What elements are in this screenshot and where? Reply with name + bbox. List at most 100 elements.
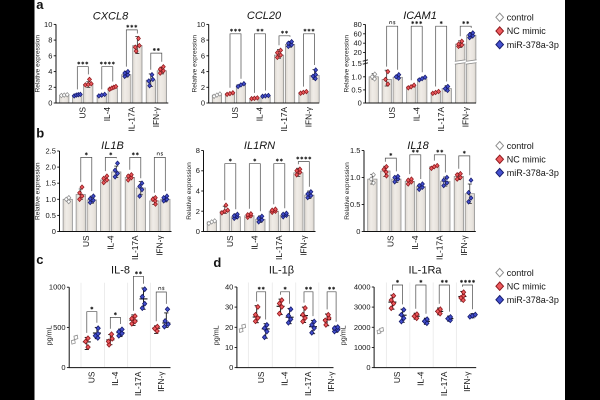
svg-text:Relative expression: Relative expression <box>34 162 41 220</box>
svg-text:IL-4: IL-4 <box>280 371 290 386</box>
svg-text:4: 4 <box>48 67 52 76</box>
svg-text:control: control <box>507 268 534 278</box>
svg-text:Relative expression: Relative expression <box>35 35 42 93</box>
svg-text:b: b <box>36 126 44 141</box>
svg-text:IL-1Ra: IL-1Ra <box>408 265 442 277</box>
svg-text:0: 0 <box>61 363 65 372</box>
svg-text:0: 0 <box>52 227 56 236</box>
svg-text:IL-4: IL-4 <box>102 107 112 122</box>
svg-text:IL-17A: IL-17A <box>303 371 313 396</box>
svg-text:6: 6 <box>196 166 200 175</box>
svg-text:8: 8 <box>201 36 205 45</box>
svg-text:Relative expression: Relative expression <box>344 35 351 93</box>
svg-text:IL-4: IL-4 <box>105 235 115 250</box>
svg-text:control: control <box>507 13 534 23</box>
svg-text:1.5: 1.5 <box>351 59 361 68</box>
svg-text:IL-1β: IL-1β <box>269 265 294 277</box>
svg-text:IFN-γ: IFN-γ <box>326 371 336 392</box>
svg-text:IL-17A: IL-17A <box>130 235 140 260</box>
svg-text:10: 10 <box>225 343 233 352</box>
svg-text:NC mimic: NC mimic <box>507 281 546 291</box>
svg-text:miR-378a-3p: miR-378a-3p <box>507 40 559 50</box>
svg-text:2.5: 2.5 <box>45 147 55 156</box>
svg-text:20: 20 <box>353 48 361 57</box>
svg-text:0: 0 <box>48 99 52 108</box>
svg-text:2: 2 <box>201 83 205 92</box>
svg-text:40: 40 <box>353 39 361 48</box>
svg-text:IL-4: IL-4 <box>411 107 421 122</box>
svg-text:pg/mL: pg/mL <box>45 325 54 345</box>
svg-text:US: US <box>81 235 91 247</box>
svg-text:US: US <box>225 235 235 247</box>
svg-text:d: d <box>213 255 221 270</box>
svg-text:c: c <box>36 252 43 267</box>
svg-text:IFN-γ: IFN-γ <box>459 235 469 256</box>
svg-text:IL-17A: IL-17A <box>133 371 143 396</box>
svg-text:NC mimic: NC mimic <box>507 155 546 165</box>
svg-text:miR-378a-3p: miR-378a-3p <box>507 295 559 305</box>
svg-text:0: 0 <box>356 227 360 236</box>
svg-text:IL-17A: IL-17A <box>439 371 449 396</box>
svg-text:IL-4: IL-4 <box>110 371 120 386</box>
svg-text:Relative expression: Relative expression <box>192 35 199 93</box>
svg-text:2.0: 2.0 <box>45 163 55 172</box>
svg-text:IL-4: IL-4 <box>416 371 426 386</box>
svg-text:CXCL8: CXCL8 <box>93 10 129 22</box>
svg-text:30: 30 <box>225 303 233 312</box>
svg-text:IL-17A: IL-17A <box>434 235 444 260</box>
svg-text:6: 6 <box>48 51 52 60</box>
svg-text:IL1B: IL1B <box>101 140 124 152</box>
svg-text:US: US <box>387 107 397 119</box>
svg-text:2: 2 <box>48 83 52 92</box>
svg-text:Relative expression: Relative expression <box>344 162 351 220</box>
svg-text:0.5: 0.5 <box>351 85 361 94</box>
svg-text:IFN-γ: IFN-γ <box>154 235 164 256</box>
svg-text:0: 0 <box>229 363 233 372</box>
svg-text:4000: 4000 <box>354 283 371 292</box>
svg-text:10: 10 <box>44 20 52 29</box>
svg-text:IL-4: IL-4 <box>410 235 420 250</box>
svg-text:4: 4 <box>201 67 205 76</box>
svg-text:500: 500 <box>53 323 66 332</box>
svg-text:1000: 1000 <box>354 343 371 352</box>
svg-text:IFN-γ: IFN-γ <box>304 106 314 127</box>
svg-text:US: US <box>230 107 240 119</box>
svg-text:US: US <box>385 235 395 247</box>
svg-text:40: 40 <box>225 283 233 292</box>
svg-text:IL-17A: IL-17A <box>274 235 284 260</box>
svg-text:0: 0 <box>358 99 362 108</box>
svg-text:Relative expression: Relative expression <box>186 162 193 220</box>
svg-text:miR-378a-3p: miR-378a-3p <box>507 168 559 178</box>
svg-text:ICAM1: ICAM1 <box>403 10 437 22</box>
svg-text:control: control <box>507 141 534 151</box>
svg-text:1.5: 1.5 <box>45 179 55 188</box>
svg-text:IL-17A: IL-17A <box>436 107 446 132</box>
svg-text:0: 0 <box>201 99 205 108</box>
svg-text:60: 60 <box>353 29 361 38</box>
svg-text:1.0: 1.0 <box>45 195 55 204</box>
svg-text:0: 0 <box>196 227 200 236</box>
svg-text:a: a <box>36 0 44 12</box>
svg-text:IL-17A: IL-17A <box>126 107 136 132</box>
svg-text:IFN-γ: IFN-γ <box>462 371 472 392</box>
svg-text:US: US <box>86 371 96 383</box>
svg-text:6: 6 <box>201 51 205 60</box>
svg-text:80: 80 <box>353 20 361 29</box>
svg-text:1.0: 1.0 <box>350 173 360 182</box>
svg-text:IL-17A: IL-17A <box>279 107 289 132</box>
svg-text:IL-8: IL-8 <box>111 265 130 277</box>
svg-text:20: 20 <box>225 323 233 332</box>
svg-text:IFN-γ: IFN-γ <box>460 106 470 127</box>
svg-text:US: US <box>256 371 266 383</box>
svg-text:8: 8 <box>48 36 52 45</box>
svg-text:pg/mL: pg/mL <box>212 325 221 345</box>
svg-text:IFN-γ: IFN-γ <box>298 235 308 256</box>
svg-text:1.0: 1.0 <box>351 72 361 81</box>
svg-text:0: 0 <box>366 363 370 372</box>
svg-text:IFN-γ: IFN-γ <box>151 106 161 127</box>
svg-text:4: 4 <box>196 187 200 196</box>
svg-text:2: 2 <box>196 207 200 216</box>
svg-text:pg/mL: pg/mL <box>339 325 348 345</box>
svg-text:CCL20: CCL20 <box>247 10 282 22</box>
svg-text:US: US <box>392 371 402 383</box>
